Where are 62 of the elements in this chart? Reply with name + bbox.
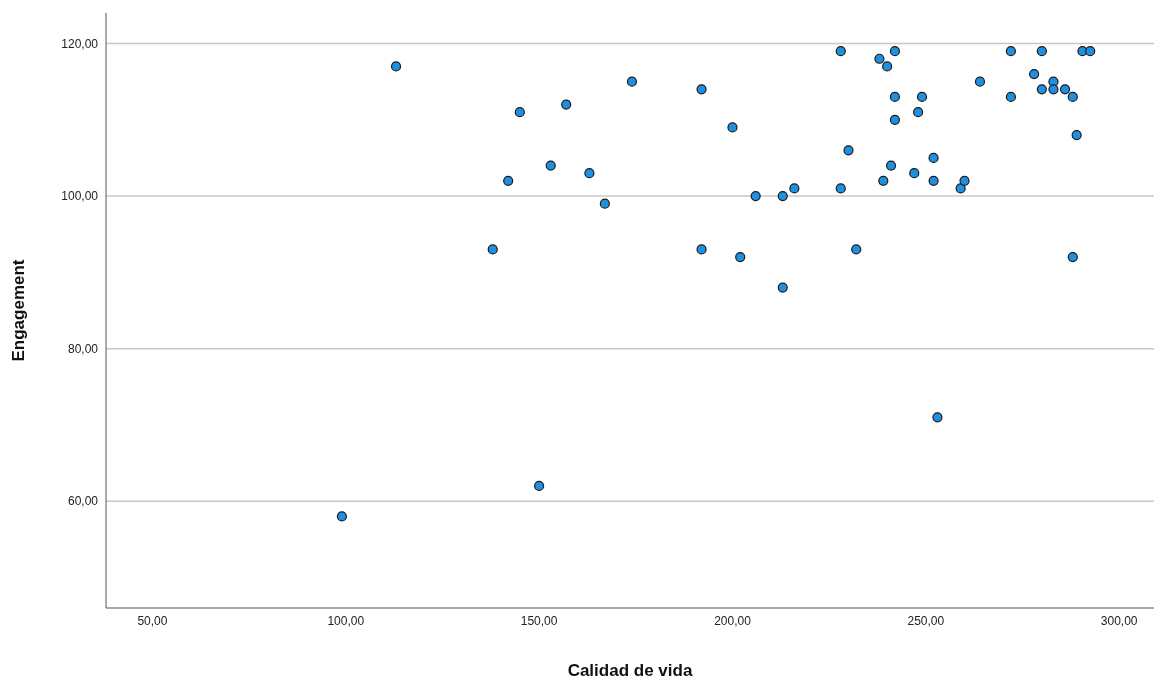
point [1029,68,1040,80]
x-tick-label: 250,00 [907,613,945,628]
point [928,175,939,186]
point [777,282,788,293]
point [835,183,846,194]
x-axis-title: Calidad de vida [567,661,693,680]
point [889,114,900,125]
y-axis-title: Engagement [9,259,29,362]
point [928,152,939,164]
point [913,107,924,118]
point [955,183,966,194]
point [843,145,854,156]
point [696,244,707,255]
y-tick-label: 80,00 [67,341,99,356]
point [514,107,525,118]
point [882,61,893,72]
point [626,76,638,87]
point [974,76,986,87]
y-tick-label: 100,00 [61,189,99,204]
point [336,511,347,522]
point [584,168,595,179]
x-tick-label: 50,00 [137,613,168,628]
point [889,91,900,103]
point [503,175,514,186]
point [561,99,572,110]
point [889,46,900,57]
x-tick-label: 100,00 [327,613,365,628]
point [545,160,556,171]
point [1036,84,1047,95]
point [1059,84,1071,95]
point [1005,91,1017,103]
point [390,61,402,72]
point [487,244,498,255]
point [835,46,846,57]
point [959,175,970,186]
point [1067,252,1078,263]
point [909,168,920,179]
point [696,84,707,95]
point [789,183,800,194]
point [1048,84,1059,95]
point [1067,91,1078,103]
point [599,198,610,209]
point [750,190,761,202]
point [916,91,928,103]
x-tick-label: 200,00 [714,613,752,628]
point [851,244,862,255]
point [1085,46,1096,57]
point [1005,46,1017,57]
point [727,122,738,133]
y-tick-label: 120,00 [61,36,99,51]
x-tick-label: 150,00 [520,613,558,628]
point [878,175,889,186]
point [534,480,545,492]
point [777,190,788,202]
point [1071,129,1082,141]
point [885,160,897,171]
point [735,252,746,263]
x-tick-label: 300,00 [1100,613,1138,628]
y-tick-label: 60,00 [67,494,99,509]
point [932,412,943,423]
point [1036,46,1047,57]
point [874,53,885,64]
